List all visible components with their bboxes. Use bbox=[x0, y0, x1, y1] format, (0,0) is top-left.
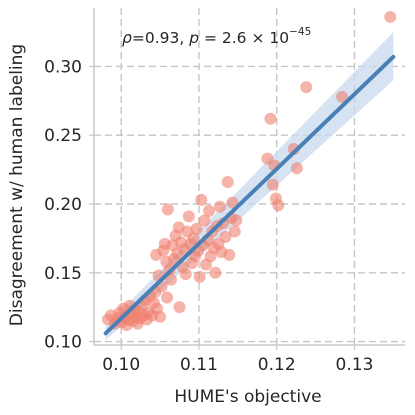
x-ticks: 0.10 0.11 0.12 0.13 bbox=[102, 345, 373, 375]
fit-line-layer bbox=[103, 54, 396, 336]
p-exponent: −45 bbox=[289, 26, 311, 38]
y-tick-label: 0.30 bbox=[44, 57, 82, 77]
data-point bbox=[384, 10, 397, 23]
y-tick-label: 0.25 bbox=[44, 126, 82, 146]
data-point bbox=[213, 200, 226, 213]
data-point bbox=[173, 301, 186, 314]
y-ticks: 0.10 0.15 0.20 0.25 0.30 bbox=[44, 57, 94, 353]
correlation-annotation: ρ=0.93, p = 2.6 × 10−45 bbox=[122, 26, 311, 47]
p-symbol: p bbox=[188, 29, 199, 47]
data-point bbox=[219, 231, 232, 244]
axes bbox=[93, 8, 405, 346]
data-point bbox=[187, 232, 200, 245]
data-point bbox=[195, 193, 208, 206]
data-point bbox=[164, 273, 177, 286]
x-tick-label: 0.11 bbox=[180, 355, 218, 375]
data-point bbox=[193, 270, 206, 283]
data-point bbox=[300, 81, 313, 94]
regression-line bbox=[103, 54, 396, 336]
data-point bbox=[336, 90, 349, 103]
y-tick-label: 0.20 bbox=[44, 195, 82, 215]
rho-value: =0.93, bbox=[132, 29, 189, 47]
data-point bbox=[203, 204, 216, 217]
x-tick-label: 0.12 bbox=[258, 355, 296, 375]
data-point bbox=[179, 268, 192, 281]
data-point bbox=[221, 176, 234, 189]
x-axis-title: HUME's objective bbox=[174, 387, 321, 407]
data-point bbox=[272, 199, 285, 212]
p-value: = 2.6 × 10 bbox=[199, 29, 289, 47]
y-tick-label: 0.10 bbox=[44, 333, 82, 353]
data-point bbox=[226, 196, 239, 209]
data-point bbox=[230, 214, 243, 227]
rho-symbol: ρ bbox=[122, 29, 132, 47]
x-tick-label: 0.13 bbox=[336, 355, 374, 375]
data-point bbox=[161, 203, 174, 216]
data-points-layer bbox=[101, 10, 397, 332]
data-point bbox=[228, 225, 241, 238]
data-point bbox=[209, 266, 222, 279]
data-point bbox=[198, 214, 211, 227]
data-point bbox=[290, 162, 303, 175]
data-point bbox=[190, 222, 203, 235]
data-point bbox=[182, 210, 195, 223]
data-point bbox=[154, 310, 167, 323]
y-axis-title: Disagreement w/ human labeling bbox=[7, 44, 27, 326]
x-tick-label: 0.10 bbox=[102, 355, 140, 375]
data-point bbox=[161, 291, 174, 304]
y-tick-label: 0.15 bbox=[44, 264, 82, 284]
data-point bbox=[266, 178, 279, 191]
data-point bbox=[264, 112, 277, 125]
data-point bbox=[223, 248, 236, 261]
